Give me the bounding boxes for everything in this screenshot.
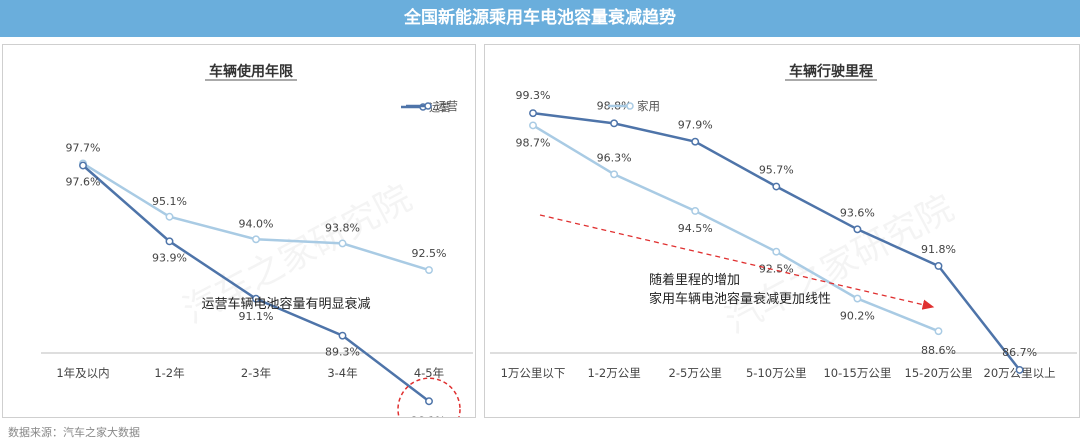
data-label: 92.5% (412, 247, 447, 260)
x-tick-label: 1-2年 (154, 366, 184, 380)
x-tick-label: 2-5万公里 (669, 366, 722, 380)
data-point (165, 237, 174, 246)
chart-title: 车辆使用年限 (209, 63, 293, 80)
data-label: 92.5% (759, 263, 794, 276)
data-label: 94.5% (678, 222, 713, 235)
legend-marker (626, 102, 634, 110)
data-point (772, 247, 781, 256)
x-tick-label: 2-3年 (241, 366, 271, 380)
data-label: 86.7% (1002, 346, 1037, 359)
data-label: 93.9% (152, 251, 187, 264)
data-label: 95.1% (152, 195, 187, 208)
data-point (934, 327, 943, 336)
legend: 运营 家用 (406, 99, 660, 113)
x-tick-label: 4-5年 (414, 366, 444, 380)
x-tick-label: 10-15万公里 (823, 366, 891, 380)
data-label: 98.7% (516, 136, 551, 149)
data-point (425, 397, 433, 406)
x-tick-label: 5-10万公里 (746, 366, 807, 380)
title-banner (0, 0, 1080, 37)
legend-label: 家用 (637, 99, 660, 113)
data-label: 91.1% (239, 310, 274, 323)
trend-arrow (539, 214, 935, 310)
x-tick-label: 3-4年 (327, 366, 357, 380)
chart-years: 车辆使用年限运营家用汽车之家研究院1年及以内1-2年2-3年3-4年4-5年97… (41, 63, 473, 417)
data-label: 96.3% (597, 151, 632, 164)
page-title: 全国新能源乘用车电池容量衰减趋势 (404, 8, 676, 28)
data-point (165, 212, 174, 221)
x-tick-label: 1万公里以下 (501, 366, 566, 380)
data-point (691, 207, 700, 215)
x-tick-label: 1年及以内 (56, 366, 109, 380)
data-point (691, 137, 700, 146)
data-label: 91.8% (921, 243, 956, 256)
data-label: 95.7% (759, 164, 794, 177)
data-label: 97.7% (66, 141, 101, 154)
data-point (425, 266, 433, 275)
x-tick-label: 15-20万公里 (905, 366, 973, 380)
data-label: 90.2% (840, 310, 875, 323)
chart-panel-years: 车辆使用年限运营家用汽车之家研究院1年及以内1-2年2-3年3-4年4-5年97… (2, 44, 476, 418)
data-point (1015, 365, 1024, 374)
data-label: 89.3% (325, 346, 360, 359)
data-label: 93.8% (325, 221, 360, 234)
annotation-text: 随着里程的增加 (649, 272, 740, 288)
series-line-household (532, 124, 939, 333)
annotation-text: 家用车辆电池容量衰减更加线性 (649, 291, 831, 307)
data-point (853, 294, 862, 303)
data-point (79, 161, 87, 170)
data-point (529, 121, 537, 130)
chart-title: 车辆行驶里程 (789, 63, 873, 80)
data-point (610, 119, 619, 128)
legend-label: 运营 (435, 99, 458, 113)
highlight-circle (397, 377, 461, 417)
data-point (853, 225, 862, 234)
data-label: 97.6% (66, 176, 101, 189)
data-point (772, 182, 781, 191)
data-label: 88.6% (921, 344, 956, 357)
data-point (338, 331, 347, 340)
data-point (934, 262, 943, 270)
source-note: 数据来源：汽车之家大数据 (8, 426, 140, 439)
data-label: 99.3% (516, 89, 551, 102)
data-point (610, 170, 619, 179)
data-point (252, 235, 260, 244)
legend-label-0: 运营 (429, 100, 451, 114)
data-label: 93.6% (840, 206, 875, 219)
data-label: 97.9% (678, 119, 713, 132)
data-point (529, 109, 537, 118)
legend-marker (424, 102, 432, 110)
data-label: 94.0% (239, 217, 274, 230)
data-point (252, 294, 260, 303)
data-label: 86.1% (411, 414, 446, 417)
x-tick-label: 1-2万公里 (587, 366, 640, 380)
annotation-text: 运营车辆电池容量有明显衰减 (201, 296, 370, 312)
data-point (338, 239, 347, 248)
